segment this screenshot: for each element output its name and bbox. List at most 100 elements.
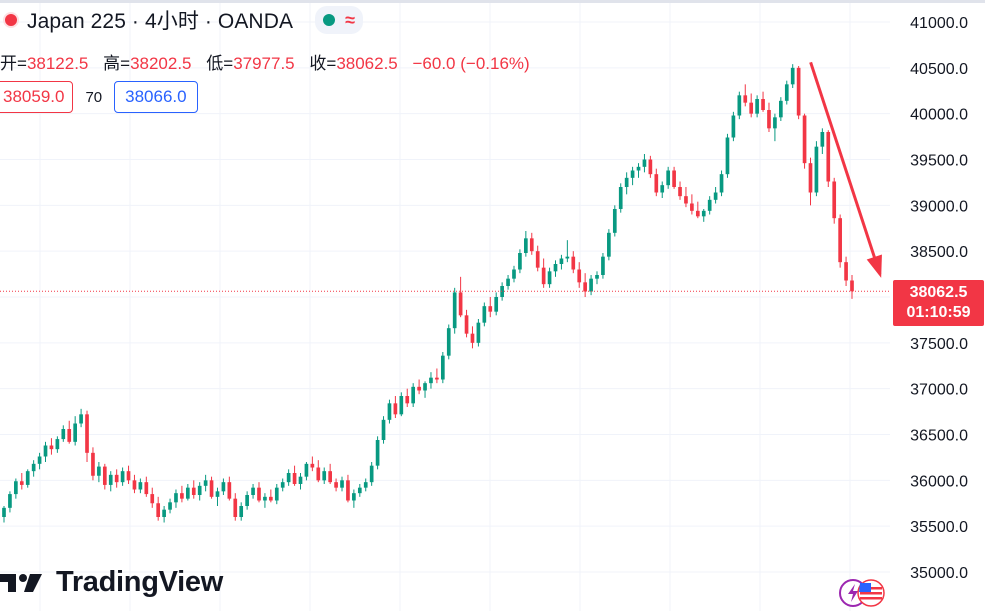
candle-body	[464, 315, 469, 334]
bar-countdown: 01:10:59	[906, 304, 971, 321]
candle-body	[476, 322, 481, 343]
candle-body	[452, 292, 457, 329]
change-value: −60.0 (−0.16%)	[412, 54, 530, 73]
candle-body	[695, 210, 700, 217]
candle-body	[114, 474, 119, 483]
candle-body	[286, 473, 291, 483]
price-tick-label: 40500.0	[910, 61, 968, 78]
candle-body	[648, 159, 653, 175]
candle-body	[102, 466, 107, 485]
candle-body	[784, 84, 789, 101]
candle-body	[470, 333, 475, 343]
ohlc-legend: 开=38122.5 高=38202.5 低=37977.5 收=38062.5 …	[0, 49, 530, 74]
candle-body	[227, 482, 232, 499]
candle-body	[73, 423, 77, 442]
candle-body	[832, 181, 837, 219]
candle-body	[458, 292, 463, 316]
candle-body	[583, 282, 587, 292]
candle-body	[233, 498, 238, 517]
sell-button[interactable]: 38059.0	[0, 81, 74, 113]
candle-body	[535, 251, 540, 268]
candle-body	[197, 485, 202, 495]
candle-body	[357, 487, 362, 494]
tradingview-logo[interactable]: TradingView	[0, 564, 223, 600]
candle-body	[19, 481, 24, 485]
candle-body	[767, 110, 771, 129]
candle-body	[749, 102, 754, 114]
candle-body	[423, 383, 427, 391]
candle-body	[808, 163, 813, 193]
candle-body	[280, 482, 285, 488]
candle-body	[660, 185, 665, 193]
candle-body	[239, 506, 244, 517]
candle-body	[292, 473, 297, 484]
candle-body	[340, 480, 344, 488]
candle-body	[642, 159, 647, 167]
symbol-header: Japan 225 · 4小时 · OANDA ≈	[0, 0, 363, 40]
candle-body	[518, 253, 522, 270]
candle-body	[274, 487, 279, 501]
candle-body	[328, 471, 332, 483]
candle-body	[162, 509, 166, 517]
candle-body	[245, 495, 249, 506]
price-tick-label: 35500.0	[910, 519, 968, 536]
candle-body	[701, 210, 706, 217]
candle-body	[25, 471, 30, 485]
candle-body	[559, 258, 564, 264]
candle-body	[346, 480, 350, 501]
candle-body	[108, 474, 113, 485]
candle-body	[820, 132, 825, 147]
candle-body	[251, 487, 255, 495]
tradingview-logo-icon	[0, 574, 42, 592]
price-tick-label: 37000.0	[910, 382, 968, 399]
candle-body	[838, 218, 842, 263]
status-pill[interactable]: ≈	[315, 6, 363, 34]
candle-body	[209, 480, 214, 497]
market-status-dot	[3, 12, 19, 28]
candle-body	[850, 280, 854, 292]
candle-body	[731, 115, 736, 138]
candle-body	[618, 187, 623, 209]
buy-button[interactable]: 38066.0	[114, 81, 198, 113]
spread-value: 70	[85, 88, 103, 106]
currency-flag-button[interactable]	[838, 578, 888, 608]
candle-body	[156, 503, 161, 517]
candle-body	[269, 496, 273, 501]
price-tick-label: 40000.0	[910, 107, 968, 124]
candle-body	[565, 256, 570, 259]
candle-body	[737, 95, 742, 116]
candle-body	[500, 286, 504, 297]
open-value: 38122.5	[26, 54, 89, 73]
candle-body	[304, 463, 309, 477]
candle-body	[435, 377, 439, 380]
candle-body	[381, 419, 386, 440]
candle-body	[684, 196, 688, 204]
candle-body	[369, 465, 374, 483]
candle-body	[43, 445, 48, 457]
candle-body	[2, 507, 6, 517]
candle-body	[298, 476, 303, 484]
candle-body	[61, 429, 66, 440]
trend-arrow	[809, 61, 882, 278]
symbol-title[interactable]: Japan 225 · 4小时 · OANDA	[27, 10, 294, 33]
candle-body	[316, 467, 321, 481]
candle-body	[49, 445, 54, 450]
candle-body	[144, 482, 149, 495]
quote-bar: 38059.0 70 38066.0	[0, 81, 198, 113]
candle-body	[37, 456, 42, 464]
candle-body	[180, 493, 184, 499]
candle-body	[150, 494, 155, 504]
candle-body	[322, 471, 327, 481]
candle-body	[482, 306, 487, 323]
candle-body	[334, 482, 338, 488]
trend-arrow-line	[809, 61, 882, 275]
candle-body	[310, 463, 315, 468]
low-value: 37977.5	[233, 54, 295, 73]
candle-body	[524, 238, 528, 253]
candle-body	[411, 386, 416, 404]
candle-body	[725, 137, 730, 175]
candle-body	[215, 491, 220, 497]
candle-body	[79, 414, 83, 424]
